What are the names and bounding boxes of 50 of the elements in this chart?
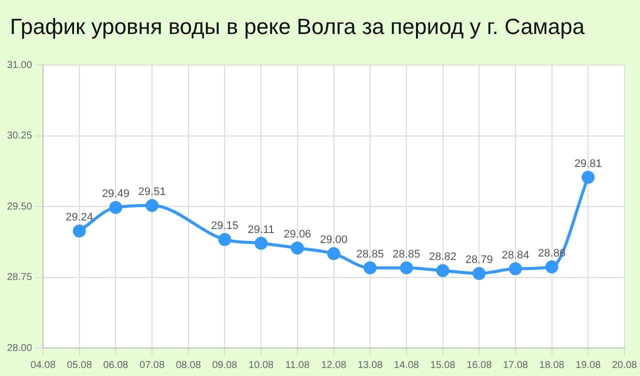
point	[290, 242, 304, 255]
y-tick-label: 30.25	[6, 130, 32, 142]
point	[327, 247, 340, 260]
x-tick-label: 13.08	[358, 360, 384, 371]
x-tick-label: 10.08	[248, 360, 274, 371]
point	[508, 262, 522, 276]
x-tick-label: 11.08	[285, 360, 310, 371]
data-label: 29.06	[284, 228, 312, 241]
x-tick-label: 07.08	[140, 360, 165, 371]
data-label: 29.11	[248, 224, 274, 236]
x-tick-label: 14.08	[394, 360, 420, 371]
data-label: 29.24	[66, 212, 94, 224]
data-label: 28.79	[465, 254, 493, 266]
x-tick-label: 17.08	[502, 360, 528, 371]
data-label: 28.84	[502, 249, 530, 262]
x-tick-label: 08.08	[176, 360, 202, 371]
point	[364, 261, 377, 274]
y-tick-label: 28.75	[6, 272, 32, 283]
point	[472, 266, 486, 280]
data-label: 29.51	[138, 186, 166, 198]
x-tick-label: 15.08	[430, 360, 456, 371]
x-tick-label: 16.08	[466, 360, 492, 371]
data-label: 28.85	[356, 248, 384, 260]
point	[218, 233, 232, 246]
x-tick-label: 05.08	[66, 360, 92, 371]
data-label: 29.49	[102, 188, 130, 200]
chart-title: График уровня воды в реке Волга за период у г. Самара	[10, 14, 585, 40]
y-tick-label: 29.50	[6, 201, 32, 212]
data-label: 28.82	[429, 251, 457, 264]
x-tick-label: 20.08	[612, 360, 638, 371]
x-tick-label: 04.08	[30, 360, 56, 371]
x-tick-label: 06.08	[103, 360, 129, 371]
x-tick-label: 19.08	[576, 360, 602, 371]
x-tick-label: 18.08	[539, 360, 565, 371]
data-label: 29.81	[574, 158, 602, 170]
point	[400, 261, 413, 274]
point	[582, 170, 595, 184]
x-tick-label: 09.08	[212, 360, 238, 371]
point	[109, 200, 122, 214]
data-label: 28.85	[392, 248, 420, 260]
y-tick-label: 31.00	[6, 60, 32, 71]
point	[146, 199, 159, 212]
point	[254, 236, 268, 250]
data-label: 29.15	[210, 220, 238, 232]
point	[72, 224, 86, 238]
point	[545, 260, 558, 274]
y-tick-label: 28.00	[6, 342, 32, 354]
point	[436, 264, 450, 278]
x-tick-label: 12.08	[321, 360, 347, 371]
data-label: 29.00	[320, 234, 348, 246]
